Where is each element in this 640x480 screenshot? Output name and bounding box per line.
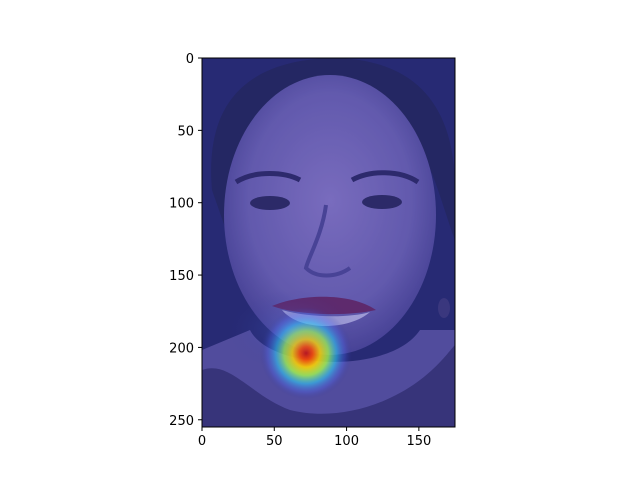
x-tick-label: 100 (334, 434, 359, 449)
y-tick-label: 50 (177, 124, 194, 139)
x-tick-label: 0 (198, 434, 206, 449)
y-tick-label: 200 (169, 341, 194, 356)
x-tick-label: 50 (266, 434, 283, 449)
right-eyebrow (350, 170, 420, 185)
left-eye (250, 196, 290, 210)
plot-area (202, 58, 455, 427)
left-eyebrow (234, 171, 302, 185)
face-shape (224, 75, 436, 355)
y-tick-label: 0 (186, 52, 194, 67)
scarf-shape (202, 345, 455, 427)
x-tick-label: 150 (406, 434, 431, 449)
heat-hotspot-secondary (228, 289, 356, 371)
y-axis: 0 50 100 150 200 250 (169, 52, 202, 429)
nose-shape (303, 204, 352, 278)
x-axis: 0 50 100 150 (198, 427, 431, 449)
y-tick-label: 100 (169, 197, 194, 212)
plot-frame (201, 57, 456, 428)
earring (438, 298, 450, 318)
y-tick-label: 250 (169, 414, 194, 429)
heat-layer (202, 58, 455, 427)
y-tick-label: 150 (169, 269, 194, 284)
right-eye (362, 195, 402, 209)
